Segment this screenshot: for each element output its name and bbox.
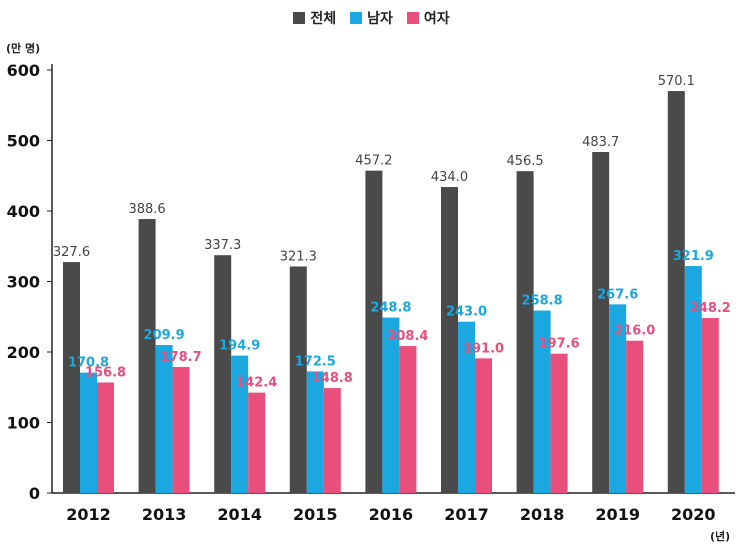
y-tick-label: 400 — [7, 202, 40, 221]
bar — [626, 340, 644, 493]
data-label: 209.9 — [144, 328, 185, 343]
data-label: 327.6 — [53, 245, 90, 260]
data-label: 142.4 — [236, 376, 277, 391]
bar — [289, 266, 307, 493]
y-axis-unit-label: (만 명) — [6, 42, 41, 55]
x-tick-label: 2012 — [66, 505, 111, 524]
data-label: 248.8 — [370, 301, 411, 316]
data-label: 191.0 — [463, 341, 504, 356]
bar — [475, 358, 492, 493]
bar — [667, 91, 685, 493]
bar — [441, 187, 458, 493]
bar — [231, 355, 249, 493]
bar — [533, 310, 551, 493]
data-label: 194.9 — [219, 339, 260, 354]
data-label: 267.6 — [597, 287, 638, 302]
legend-swatch-female — [406, 12, 419, 24]
x-tick-label: 2013 — [142, 505, 187, 524]
legend-label-male: 남자 — [367, 11, 393, 27]
data-label: 321.3 — [280, 249, 317, 264]
bar — [592, 151, 610, 493]
data-label: 156.8 — [85, 365, 126, 380]
bar — [155, 345, 173, 493]
data-label: 208.4 — [387, 329, 428, 344]
legend-swatch-male — [350, 12, 363, 24]
y-tick-label: 300 — [7, 273, 40, 292]
bar — [550, 353, 568, 493]
bar — [382, 317, 400, 493]
data-label: 483.7 — [582, 135, 619, 150]
legend-item-male: 남자 — [350, 8, 393, 28]
data-label: 321.9 — [673, 249, 714, 264]
bar — [701, 318, 719, 493]
y-tick-label: 200 — [7, 343, 40, 362]
bar — [365, 170, 383, 493]
bar — [458, 321, 475, 493]
data-label: 258.8 — [522, 294, 563, 309]
bar — [63, 262, 80, 493]
data-label: 434.0 — [431, 170, 468, 185]
legend-item-total: 전체 — [293, 8, 336, 28]
bar — [172, 367, 190, 493]
data-label: 456.5 — [506, 154, 543, 169]
data-label: 248.2 — [690, 301, 731, 316]
bar — [80, 372, 97, 493]
x-tick-label: 2016 — [369, 505, 414, 524]
legend: 전체 남자 여자 — [0, 8, 743, 28]
bar — [306, 371, 324, 493]
bar — [323, 388, 341, 493]
data-label: 178.7 — [161, 350, 202, 365]
legend-item-female: 여자 — [406, 8, 450, 28]
x-tick-label: 2017 — [444, 505, 489, 524]
legend-label-total: 전체 — [310, 11, 337, 27]
data-label: 243.0 — [446, 305, 487, 320]
data-label: 170.8 — [68, 356, 109, 371]
y-tick-label: 500 — [7, 132, 40, 151]
bar — [684, 266, 702, 493]
y-tick-label: 100 — [7, 414, 40, 433]
data-label: 570.1 — [658, 74, 695, 89]
data-label: 216.0 — [614, 324, 655, 339]
bar — [138, 219, 156, 494]
data-label: 337.3 — [204, 238, 241, 253]
data-label: 172.5 — [295, 354, 336, 369]
data-label: 197.6 — [539, 337, 580, 352]
bar — [248, 392, 266, 493]
bar — [214, 255, 232, 493]
data-label: 148.8 — [312, 371, 353, 386]
y-tick-label: 600 — [7, 61, 40, 80]
x-tick-label: 2020 — [671, 505, 716, 524]
bar — [516, 171, 534, 494]
y-tick-label: 0 — [29, 484, 40, 503]
data-label: 388.6 — [128, 202, 165, 217]
bar — [399, 346, 417, 493]
x-tick-label: 2015 — [293, 505, 338, 524]
x-tick-label: 2018 — [520, 505, 565, 524]
x-tick-label: 2014 — [217, 505, 262, 524]
bar — [609, 304, 627, 493]
legend-label-female: 여자 — [423, 11, 450, 27]
bar — [97, 382, 114, 493]
x-axis-unit-label: (년) — [710, 530, 731, 543]
data-label: 457.2 — [355, 154, 392, 169]
legend-swatch-total — [293, 12, 306, 24]
x-tick-label: 2019 — [595, 505, 640, 524]
